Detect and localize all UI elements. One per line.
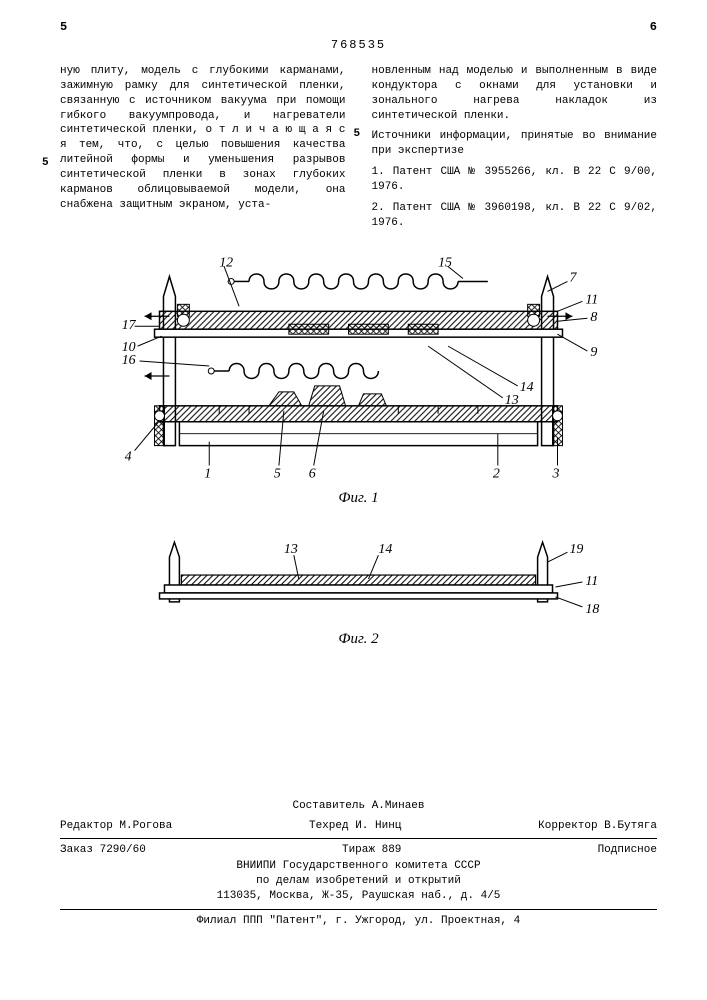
divider-2 [60,909,657,910]
svg-text:11: 11 [585,574,598,589]
svg-text:16: 16 [122,353,136,368]
svg-text:7: 7 [569,271,577,286]
editor: Редактор М.Рогова [60,819,172,834]
address: 113035, Москва, Ж-35, Раушская наб., д. … [60,889,657,904]
sources-heading: Источники информации, принятые во вниман… [372,129,658,159]
svg-text:4: 4 [125,450,132,465]
svg-text:14: 14 [520,380,534,395]
svg-text:17: 17 [122,319,137,334]
figure-1-svg: 12 15 7 11 8 9 17 10 16 14 13 4 1 5 6 2 … [60,256,657,486]
source-2: 2. Патент США № 3960198, кл. B 22 C 9/02… [372,201,658,231]
svg-text:3: 3 [552,467,560,482]
tirazh: Тираж 889 [342,843,401,858]
svg-text:11: 11 [585,293,598,308]
compiler: Составитель А.Минаев [60,798,657,816]
svg-text:2: 2 [493,467,500,482]
svg-text:19: 19 [569,543,583,558]
divider-1 [60,838,657,839]
svg-text:8: 8 [590,311,597,326]
fig2-caption: Фиг. 2 [60,631,657,648]
subscription: Подписное [598,843,657,858]
margin-marker-left: 5 [42,156,49,171]
org1: ВНИИПИ Государственного комитета СССР [60,859,657,874]
page-num-left: 5 [60,20,67,34]
svg-text:6: 6 [309,467,316,482]
svg-text:15: 15 [438,256,452,271]
org2: по делам изобретений и открытий [60,874,657,889]
svg-text:12: 12 [219,256,233,271]
svg-text:9: 9 [590,346,597,361]
footer: Составитель А.Минаев Редактор М.Рогова Т… [60,798,657,929]
text-columns: 5 ную плиту, модель с глубокими карманам… [60,64,657,236]
corrector: Корректор В.Бутяга [538,819,657,834]
left-para1: ную плиту, модель с глубокими карманами,… [60,64,346,212]
figure-2: 13 14 19 11 18 [60,537,657,627]
left-column: 5 ную плиту, модель с глубокими карманам… [60,64,346,236]
page-num-right: 6 [650,20,657,34]
svg-text:13: 13 [505,393,519,408]
svg-text:14: 14 [378,543,392,558]
figure-2-svg: 13 14 19 11 18 [60,537,657,627]
svg-text:1: 1 [204,467,211,482]
fig1-caption: Фиг. 1 [60,490,657,507]
figure-1: 12 15 7 11 8 9 17 10 16 14 13 4 1 5 6 2 … [60,256,657,486]
right-para1: новленным над моделью и выполненным в ви… [372,64,658,123]
order: Заказ 7290/60 [60,843,146,858]
branch: Филиал ППП "Патент", г. Ужгород, ул. Про… [60,914,657,929]
right-column: 5 новленным над моделью и выполненным в … [372,64,658,236]
svg-text:18: 18 [585,602,599,617]
svg-text:13: 13 [284,543,298,558]
spacer [60,648,657,798]
margin-marker-right: 5 [354,127,361,142]
source-1: 1. Патент США № 3955266, кл. B 22 C 9/00… [372,165,658,195]
svg-text:5: 5 [274,467,281,482]
doc-number: 768535 [60,38,657,52]
techred: Техред И. Нинц [309,819,401,834]
